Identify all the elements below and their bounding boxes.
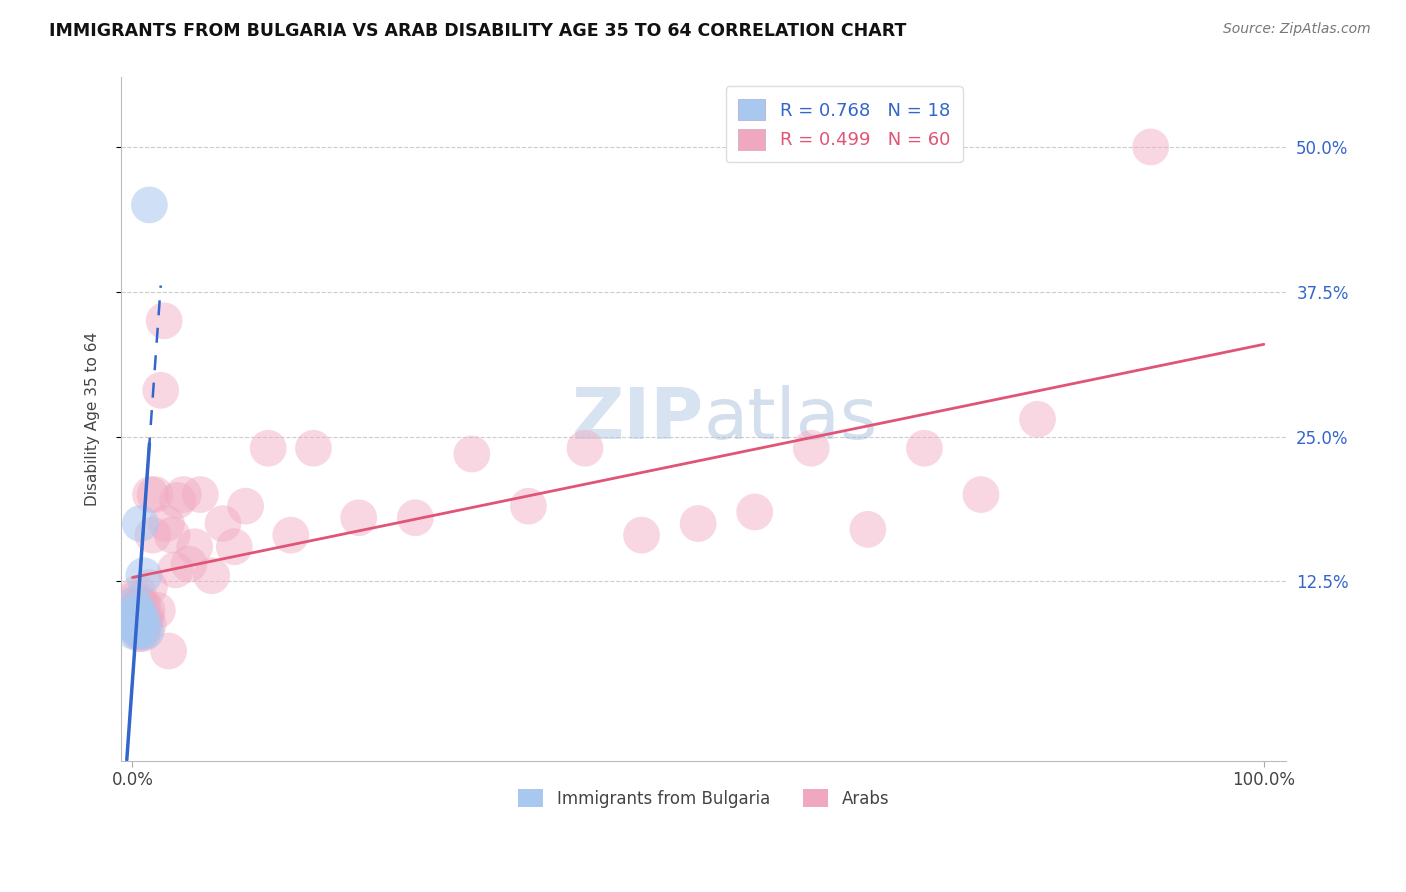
Point: [201, 568, 224, 582]
Text: IMMIGRANTS FROM BULGARIA VS ARAB DISABILITY AGE 35 TO 64 CORRELATION CHART: IMMIGRANTS FROM BULGARIA VS ARAB DISABIL…: [49, 22, 907, 40]
Point: [280, 528, 302, 542]
Point: [129, 598, 152, 612]
Point: [212, 516, 235, 531]
Point: [122, 624, 145, 639]
Point: [125, 621, 148, 635]
Point: [134, 617, 156, 632]
Point: [153, 314, 176, 328]
Point: [127, 586, 149, 600]
Point: [574, 441, 596, 455]
Point: [856, 522, 879, 536]
Point: [404, 510, 426, 524]
Point: [124, 609, 146, 624]
Point: [131, 624, 153, 639]
Point: [124, 598, 146, 612]
Point: [125, 613, 148, 627]
Point: [131, 626, 153, 640]
Point: [1139, 140, 1161, 154]
Point: [129, 516, 152, 531]
Point: [131, 609, 153, 624]
Point: [127, 617, 149, 632]
Point: [1026, 412, 1049, 426]
Point: [142, 528, 165, 542]
Point: [224, 540, 246, 554]
Point: [160, 528, 183, 542]
Point: [127, 603, 149, 617]
Point: [136, 617, 159, 632]
Point: [124, 615, 146, 629]
Point: [157, 644, 180, 658]
Point: [138, 198, 160, 212]
Point: [912, 441, 935, 455]
Point: [128, 613, 150, 627]
Point: [128, 624, 150, 639]
Point: [125, 606, 148, 620]
Point: [125, 591, 148, 606]
Point: [135, 609, 157, 624]
Point: [302, 441, 325, 455]
Point: [688, 516, 710, 531]
Point: [183, 540, 205, 554]
Point: [128, 626, 150, 640]
Point: [517, 499, 540, 513]
Point: [800, 441, 823, 455]
Legend: Immigrants from Bulgaria, Arabs: Immigrants from Bulgaria, Arabs: [512, 782, 896, 814]
Point: [122, 598, 145, 612]
Point: [131, 613, 153, 627]
Point: [970, 487, 993, 501]
Point: [125, 609, 148, 624]
Text: ZIP: ZIP: [572, 384, 704, 454]
Point: [127, 617, 149, 632]
Point: [235, 499, 257, 513]
Point: [122, 609, 145, 624]
Point: [155, 516, 177, 531]
Point: [146, 603, 169, 617]
Point: [257, 441, 280, 455]
Point: [165, 563, 187, 577]
Point: [136, 603, 159, 617]
Point: [188, 487, 211, 501]
Point: [122, 613, 145, 627]
Point: [347, 510, 370, 524]
Text: Source: ZipAtlas.com: Source: ZipAtlas.com: [1223, 22, 1371, 37]
Point: [166, 493, 188, 508]
Point: [132, 568, 155, 582]
Point: [125, 617, 148, 632]
Y-axis label: Disability Age 35 to 64: Disability Age 35 to 64: [86, 332, 100, 507]
Point: [630, 528, 652, 542]
Point: [125, 601, 148, 615]
Point: [143, 487, 166, 501]
Point: [139, 487, 162, 501]
Point: [172, 487, 194, 501]
Point: [177, 557, 200, 571]
Point: [138, 580, 160, 594]
Point: [132, 613, 155, 627]
Point: [744, 505, 766, 519]
Point: [131, 598, 153, 612]
Point: [124, 603, 146, 617]
Point: [135, 624, 157, 639]
Point: [129, 621, 152, 635]
Point: [131, 624, 153, 639]
Point: [128, 613, 150, 627]
Point: [149, 384, 172, 398]
Point: [125, 621, 148, 635]
Text: atlas: atlas: [704, 384, 879, 454]
Point: [461, 447, 484, 461]
